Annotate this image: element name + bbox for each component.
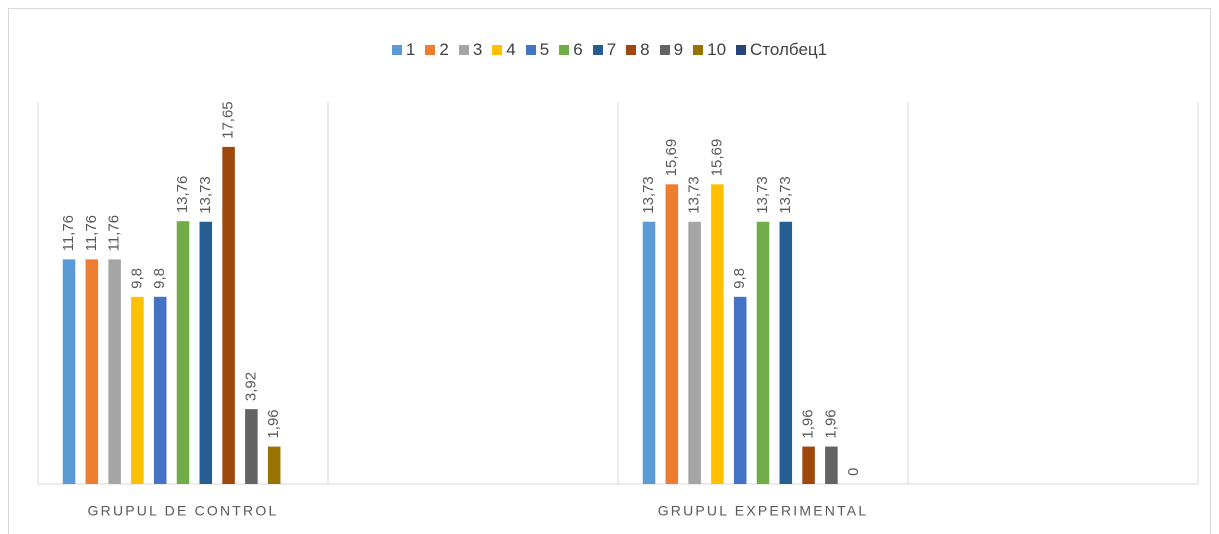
data-label: 0 <box>845 468 862 476</box>
data-label: 13,73 <box>197 176 214 214</box>
bar <box>62 259 76 484</box>
data-label: 1,96 <box>800 409 817 438</box>
bar <box>756 221 770 484</box>
data-label: 11,76 <box>83 215 100 251</box>
legend-swatch <box>659 45 670 55</box>
bar <box>802 446 815 484</box>
legend-swatch <box>736 45 747 55</box>
legend: 1 2 3 4 5 6 7 8 9 10 Столбец1 <box>0 40 1219 60</box>
data-label: 1,96 <box>265 409 282 438</box>
legend-label: 5 <box>539 40 550 59</box>
bar <box>825 446 838 484</box>
data-label: 13,73 <box>754 176 771 214</box>
legend-item: Столбец1 <box>736 40 827 60</box>
data-label: 11,76 <box>106 215 123 251</box>
data-label: 1,96 <box>822 409 839 438</box>
legend-label: 4 <box>506 40 516 59</box>
legend-swatch <box>592 45 603 55</box>
legend-swatch <box>458 45 469 55</box>
bar <box>176 221 190 484</box>
x-tick-label: GRUPUL DE CONTROL <box>88 503 279 519</box>
bar <box>131 296 144 484</box>
legend-item: 8 <box>626 40 650 60</box>
data-label: 9,8 <box>128 268 145 289</box>
bar <box>153 296 167 484</box>
legend-item: 6 <box>559 40 583 60</box>
data-label: 13,73 <box>640 176 657 214</box>
bar <box>85 259 99 484</box>
legend-item: 1 <box>391 40 416 60</box>
legend-swatch <box>391 45 402 55</box>
legend-label: 8 <box>640 40 650 59</box>
legend-item: 10 <box>693 40 726 60</box>
legend-label: 2 <box>439 40 449 59</box>
legend-label: 1 <box>405 40 416 59</box>
bar <box>245 409 258 484</box>
legend-item: 2 <box>425 40 449 60</box>
legend-item: 5 <box>525 40 550 60</box>
data-label: 13,73 <box>686 176 703 214</box>
bar <box>665 184 679 485</box>
data-label: 3,92 <box>242 372 259 401</box>
bar <box>222 146 235 484</box>
legend-swatch <box>559 45 570 55</box>
legend-label: Столбец1 <box>750 40 828 59</box>
data-label: 13,73 <box>777 176 794 214</box>
data-label: 17,65 <box>220 101 237 139</box>
x-tick-label: GRUPUL EXPERIMENTAL <box>658 503 869 519</box>
legend-label: 10 <box>707 40 727 59</box>
bar <box>688 221 701 484</box>
legend-label: 7 <box>606 40 617 59</box>
bar <box>199 221 213 484</box>
bar <box>733 296 747 484</box>
legend-swatch <box>693 45 704 55</box>
bar <box>642 221 656 484</box>
data-label: 9,8 <box>731 268 748 289</box>
legend-label: 3 <box>472 40 483 59</box>
bar <box>267 446 281 484</box>
data-label: 15,69 <box>708 139 725 177</box>
bar <box>711 184 724 485</box>
bar <box>108 259 121 484</box>
legend-swatch <box>425 45 436 55</box>
legend-item: 9 <box>659 40 684 60</box>
data-label: 15,69 <box>663 139 680 177</box>
legend-swatch <box>492 45 503 55</box>
legend-item: 3 <box>458 40 483 60</box>
data-label: 11,76 <box>60 215 77 251</box>
chart-border <box>8 8 1211 534</box>
legend-item: 7 <box>592 40 617 60</box>
bar <box>779 221 793 484</box>
data-label: 9,8 <box>151 268 168 289</box>
legend-label: 9 <box>673 40 684 59</box>
data-label: 13,76 <box>174 176 191 214</box>
legend-item: 4 <box>492 40 516 60</box>
legend-label: 6 <box>573 40 583 59</box>
legend-swatch <box>525 45 536 55</box>
legend-swatch <box>626 45 637 55</box>
